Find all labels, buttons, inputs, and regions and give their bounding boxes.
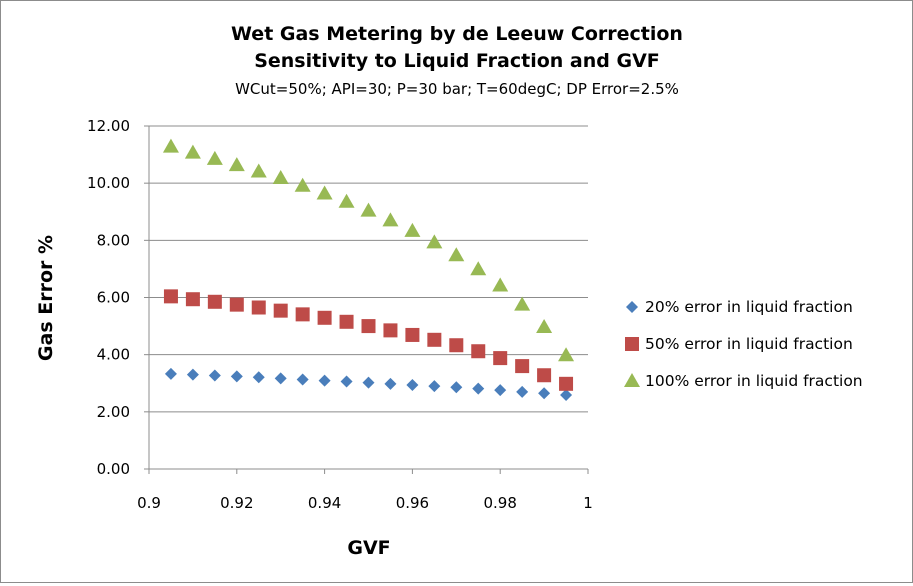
data-point-series-3 (404, 222, 421, 237)
data-point-series-1 (450, 381, 463, 394)
x-tick-label: 1 (583, 494, 593, 512)
data-point-series-2 (207, 294, 222, 309)
tick-labels: 0.00 2.00 4.00 6.00 8.00 10.00 12.00 0.9 0.92 0.9… (87, 117, 593, 512)
legend-marker-series-2 (625, 337, 639, 351)
legend-label-series-2: 50% error in liquid fraction (645, 335, 853, 353)
data-point-series-2 (229, 297, 244, 312)
y-tick-label: 8.00 (97, 231, 130, 249)
data-point-series-2 (273, 303, 288, 318)
data-point-series-3 (382, 212, 399, 227)
data-point-series-3 (228, 157, 245, 172)
x-tick-label: 0.96 (396, 494, 429, 512)
data-point-series-2 (449, 338, 464, 353)
data-point-series-3 (206, 150, 223, 165)
data-point-series-1 (318, 374, 331, 387)
data-point-series-3 (184, 144, 201, 159)
chart-subtitle: WCut=50%; API=30; P=30 bar; T=60degC; DP… (235, 80, 679, 98)
data-point-series-1 (516, 385, 529, 398)
data-point-series-3 (558, 347, 575, 362)
data-point-series-1 (274, 372, 287, 385)
data-point-series-2 (515, 359, 530, 374)
x-tick-label: 0.98 (483, 494, 516, 512)
data-point-series-3 (470, 261, 487, 276)
data-point-series-2 (493, 351, 508, 366)
data-point-series-1 (230, 370, 243, 383)
data-point-series-3 (448, 247, 465, 262)
data-point-series-1 (472, 382, 485, 395)
data-point-series-2 (405, 327, 420, 342)
data-point-series-1 (494, 384, 507, 397)
data-point-series-1 (384, 377, 397, 390)
data-point-series-3 (360, 202, 377, 217)
legend-marker-series-1 (626, 301, 638, 313)
data-point-series-2 (537, 368, 552, 383)
data-point-series-3 (514, 296, 531, 311)
data-point-series-1 (406, 378, 419, 391)
data-point-series-3 (272, 170, 289, 185)
data-points (162, 138, 575, 401)
data-point-series-2 (427, 332, 442, 347)
data-point-series-2 (339, 314, 354, 329)
x-tick-label: 0.94 (308, 494, 341, 512)
y-tick-label: 10.00 (87, 174, 130, 192)
y-tick-label: 2.00 (97, 403, 130, 421)
legend-label-series-3: 100% error in liquid fraction (645, 372, 863, 390)
data-point-series-1 (560, 388, 573, 401)
axes (144, 125, 589, 474)
data-point-series-2 (185, 292, 200, 307)
grid-lines (149, 125, 588, 413)
legend: 20% error in liquid fraction 50% error in… (624, 298, 863, 390)
y-tick-label: 4.00 (97, 346, 130, 364)
y-tick-label: 6.00 (97, 289, 130, 307)
data-point-series-1 (428, 380, 441, 393)
x-tick-label: 0.92 (220, 494, 253, 512)
legend-marker-series-3 (624, 373, 640, 387)
data-point-series-3 (338, 193, 355, 208)
data-point-series-1 (538, 387, 551, 400)
data-point-series-2 (251, 300, 266, 315)
data-point-series-1 (296, 373, 309, 386)
data-point-series-2 (383, 323, 398, 338)
data-point-series-2 (559, 376, 574, 391)
y-axis-label: Gas Error % (35, 235, 57, 361)
y-tick-label: 0.00 (97, 460, 130, 478)
x-tick-label: 0.9 (137, 494, 161, 512)
data-point-series-3 (426, 234, 443, 249)
data-point-series-1 (340, 375, 353, 388)
chart-title: Wet Gas Metering by de Leeuw Correction (231, 23, 683, 45)
data-point-series-3 (492, 277, 509, 292)
data-point-series-2 (163, 289, 178, 304)
y-tick-label: 12.00 (87, 117, 130, 135)
x-axis-label: GVF (347, 537, 390, 559)
data-point-series-3 (316, 185, 333, 200)
data-point-series-1 (208, 369, 221, 382)
data-point-series-2 (471, 344, 486, 359)
chart-title-line-2: Sensitivity to Liquid Fraction and GVF (254, 50, 660, 72)
data-point-series-2 (295, 307, 310, 322)
legend-label-series-1: 20% error in liquid fraction (645, 298, 853, 316)
data-point-series-1 (186, 368, 199, 381)
data-point-series-3 (250, 163, 267, 178)
data-point-series-3 (294, 177, 311, 192)
data-point-series-1 (164, 367, 177, 380)
data-point-series-3 (536, 318, 553, 333)
data-point-series-1 (252, 371, 265, 384)
data-point-series-2 (317, 310, 332, 325)
data-point-series-1 (362, 376, 375, 389)
data-point-series-2 (361, 319, 376, 334)
data-point-series-3 (162, 138, 179, 153)
